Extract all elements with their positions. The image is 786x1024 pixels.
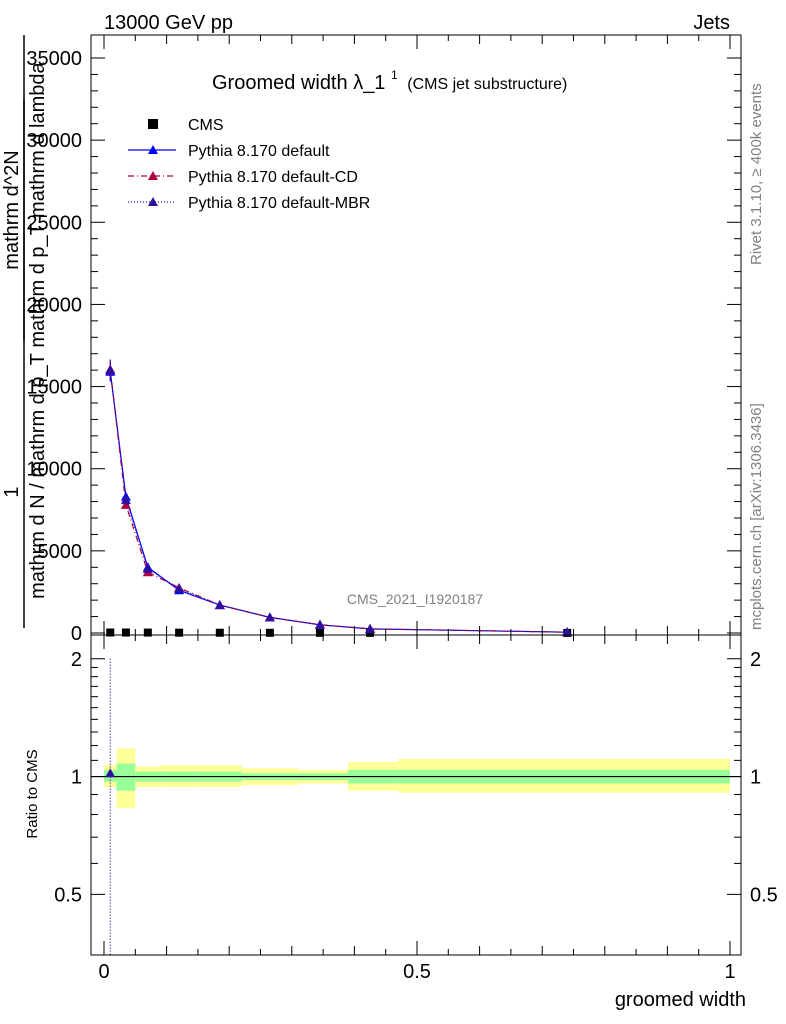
x-tick-label: 1	[724, 961, 735, 983]
data-point	[315, 628, 324, 637]
data-point	[265, 628, 274, 637]
ratio-y-tick-label-right: 2	[750, 649, 761, 671]
main-series-group	[105, 359, 573, 637]
ratio-bands	[91, 748, 741, 809]
mc-point	[314, 619, 325, 629]
mc-point	[120, 499, 131, 509]
legend-marker	[148, 171, 158, 180]
legend-label: Pythia 8.170 default-CD	[188, 169, 358, 186]
mc-point	[214, 600, 225, 610]
y-label-numerator: mathrm d^2N	[1, 150, 23, 269]
mc-point	[120, 494, 131, 504]
legend-item: CMS	[148, 117, 224, 134]
main-panel: 0 5000 10000 15000 20000 25000 30000 35000 Groo…	[1, 34, 742, 645]
series-1	[105, 361, 573, 637]
y-tick-label: 25000	[26, 212, 82, 234]
title-subtitle: (CMS jet substructure)	[407, 76, 567, 93]
legend-marker	[148, 145, 158, 154]
mc-point	[562, 627, 573, 637]
mc-point	[365, 623, 376, 633]
legend-item: Pythia 8.170 default	[128, 143, 330, 160]
y-tick-label: 35000	[26, 48, 82, 70]
analysis-id: CMS_2021_I1920187	[347, 591, 483, 607]
ratio-y-tick-label-right: 1	[750, 767, 761, 789]
mcplots-label: mcplots.cern.ch [arXiv:1306.3436]	[748, 403, 765, 630]
data-point	[143, 628, 152, 637]
mc-point	[105, 365, 116, 375]
legend-label: Pythia 8.170 default-MBR	[188, 195, 370, 212]
title-superscript: 1	[391, 68, 398, 82]
data-point	[106, 628, 115, 637]
legend-marker	[148, 197, 158, 206]
legend-label: Pythia 8.170 default	[188, 143, 330, 160]
data-point	[121, 628, 130, 637]
y-tick-label: 30000	[26, 130, 82, 152]
ratio-y-tick-label-right: 0.5	[750, 884, 778, 906]
y-label-one: 1	[1, 486, 23, 497]
legend-label: CMS	[188, 117, 224, 134]
series-0	[106, 628, 572, 637]
ratio-panel: 0.5 0.5 1 1 2 2 Ratio to CMS	[24, 634, 778, 956]
y-label-denominator-1: mathrm d N / mathrm d p_T	[27, 353, 49, 599]
x-tick-label: 0.5	[403, 961, 431, 983]
title-lambda: λ_1	[353, 72, 385, 94]
x-tick-label: 0	[98, 961, 109, 983]
legend-marker	[148, 119, 158, 129]
legend-item: Pythia 8.170 default-MBR	[128, 195, 370, 212]
plot-title: Groomed width λ_1 1 (CMS jet substructur…	[212, 62, 567, 94]
ratio-y-label: Ratio to CMS	[24, 749, 41, 838]
data-point	[175, 628, 184, 637]
series-3	[105, 360, 573, 637]
collision-label: 13000 GeV pp	[104, 12, 233, 34]
title-main: Groomed width	[212, 72, 348, 94]
ratio-frame	[90, 634, 742, 956]
legend: CMS Pythia 8.170 default Pythia 8.170 defa…	[128, 117, 370, 212]
mc-point	[264, 612, 275, 622]
y-axis-label: 1 mathrm d^2N mathrm d N / mathrm d p_T …	[1, 35, 49, 628]
process-label: Jets	[693, 12, 730, 34]
data-point	[215, 628, 224, 637]
ratio-y-tick-label: 1	[71, 767, 82, 789]
y-tick-label: 5000	[38, 541, 83, 563]
y-tick-label: 15000	[26, 377, 82, 399]
y-tick-label: 0	[71, 623, 82, 645]
ratio-y-tick-label: 0.5	[54, 884, 82, 906]
mc-point	[142, 563, 153, 573]
y-tick-label: 20000	[26, 294, 82, 316]
y-label-denominator-2: mathrm d p_T mathrm d lambda	[27, 61, 49, 347]
x-axis-label: groomed width	[615, 989, 746, 1011]
mc-point	[174, 583, 185, 593]
series-2	[105, 359, 573, 637]
ratio-mc-point	[105, 768, 116, 778]
rivet-version-label: Rivet 3.1.10, ≥ 400k events	[748, 83, 765, 265]
y-tick-label: 10000	[26, 459, 82, 481]
legend-item: Pythia 8.170 default-CD	[128, 169, 358, 186]
ratio-y-tick-label: 2	[71, 649, 82, 671]
